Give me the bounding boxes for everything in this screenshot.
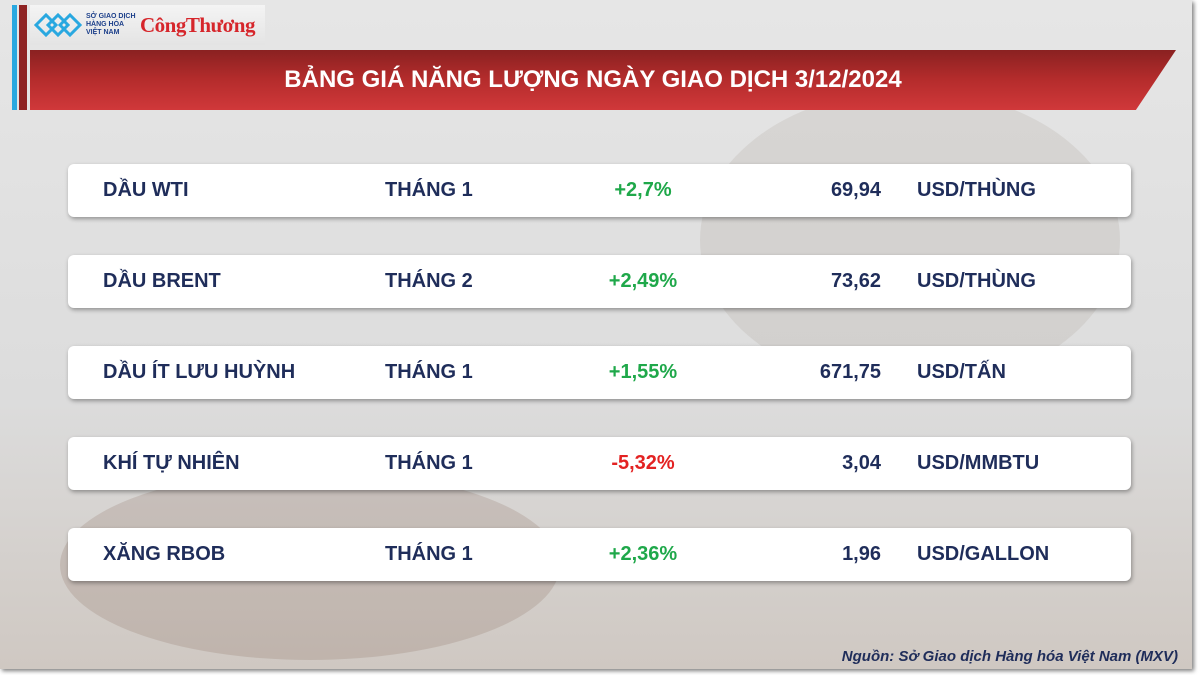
price-value: 3,04 bbox=[842, 452, 881, 474]
price-value: 73,62 bbox=[830, 270, 881, 292]
price-unit: USD/THÙNG bbox=[917, 270, 1036, 292]
price-change: +2,7% bbox=[614, 179, 672, 201]
price-row: DẦU WTI THÁNG 1 +2,7% 69,94 USD/THÙNG bbox=[68, 164, 1131, 217]
price-row: DẦU BRENT THÁNG 2 +2,49% 73,62 USD/THÙNG bbox=[68, 255, 1131, 308]
commodity-name: XĂNG RBOB bbox=[103, 543, 226, 565]
price-change: +2,36% bbox=[608, 543, 678, 565]
logo-bar: SỞ GIAO DỊCH HÀNG HÓA VIỆT NAM CôngThươn… bbox=[30, 5, 265, 45]
commodity-name: DẦU ÍT LƯU HUỲNH bbox=[103, 361, 296, 383]
price-unit: USD/TẤN bbox=[917, 361, 1006, 383]
price-value: 69,94 bbox=[830, 179, 881, 201]
contract-month: THÁNG 1 bbox=[385, 543, 473, 565]
contract-month: THÁNG 1 bbox=[385, 452, 473, 474]
contract-month: THÁNG 1 bbox=[385, 179, 473, 201]
price-unit: USD/GALLON bbox=[917, 543, 1050, 565]
price-unit: USD/THÙNG bbox=[917, 179, 1036, 201]
mxv-logo-icon bbox=[34, 12, 82, 38]
contract-month: THÁNG 2 bbox=[385, 270, 473, 292]
commodity-name: DẦU WTI bbox=[103, 179, 189, 201]
price-unit: USD/MMBTU bbox=[917, 452, 1040, 474]
price-value: 671,75 bbox=[819, 361, 881, 383]
price-value: 1,96 bbox=[842, 543, 881, 565]
background-decoration bbox=[700, 90, 1120, 390]
price-change: +2,49% bbox=[608, 270, 678, 292]
congthuong-logo: CôngThương bbox=[140, 12, 255, 37]
price-change: +1,55% bbox=[608, 361, 678, 383]
price-row: DẦU ÍT LƯU HUỲNH THÁNG 1 +1,55% 671,75 U… bbox=[68, 346, 1131, 399]
mxv-logo-text: SỞ GIAO DỊCH HÀNG HÓA VIỆT NAM bbox=[86, 13, 136, 36]
price-change: -5,32% bbox=[611, 452, 675, 474]
price-row: KHÍ TỰ NHIÊN THÁNG 1 -5,32% 3,04 USD/MMB… bbox=[68, 437, 1131, 490]
source-note: Nguồn: Sở Giao dịch Hàng hóa Việt Nam (M… bbox=[841, 648, 1178, 665]
commodity-name: DẦU BRENT bbox=[103, 270, 221, 292]
title-banner: BẢNG GIÁ NĂNG LƯỢNG NGÀY GIAO DỊCH 3/12/… bbox=[30, 50, 1176, 110]
contract-month: THÁNG 1 bbox=[385, 361, 473, 383]
commodity-name: KHÍ TỰ NHIÊN bbox=[103, 452, 240, 474]
accent-stripe bbox=[19, 5, 27, 110]
price-row: XĂNG RBOB THÁNG 1 +2,36% 1,96 USD/GALLON bbox=[68, 528, 1131, 581]
page-title: BẢNG GIÁ NĂNG LƯỢNG NGÀY GIAO DỊCH 3/12/… bbox=[284, 66, 902, 93]
accent-stripe bbox=[12, 5, 17, 110]
